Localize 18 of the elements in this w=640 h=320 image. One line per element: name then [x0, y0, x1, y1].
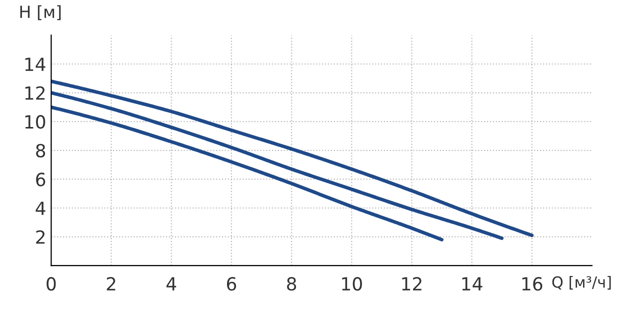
y-axis-title: H [м] [20, 5, 61, 20]
y-tick-label: 4 [36, 202, 46, 215]
y-tick-label: 8 [36, 144, 46, 158]
x-tick-label: 4 [166, 277, 176, 290]
x-tick-label: 12 [402, 277, 422, 290]
y-tick-label: 10 [25, 115, 46, 129]
y-tick-label: 2 [36, 230, 45, 244]
x-tick-label: 0 [46, 277, 56, 291]
y-tick-label: 6 [36, 172, 46, 186]
x-tick-label: 16 [522, 277, 542, 291]
x-tick-label: 8 [287, 277, 296, 291]
y-tick-label: 14 [25, 58, 46, 71]
x-axis-title: Q [м³/ч] [552, 276, 611, 290]
y-tick-label: 12 [25, 86, 45, 100]
x-tick-label: 14 [462, 277, 482, 290]
x-tick-label: 2 [106, 277, 116, 290]
x-tick-label: 10 [342, 277, 362, 291]
x-tick-label: 6 [226, 277, 236, 291]
